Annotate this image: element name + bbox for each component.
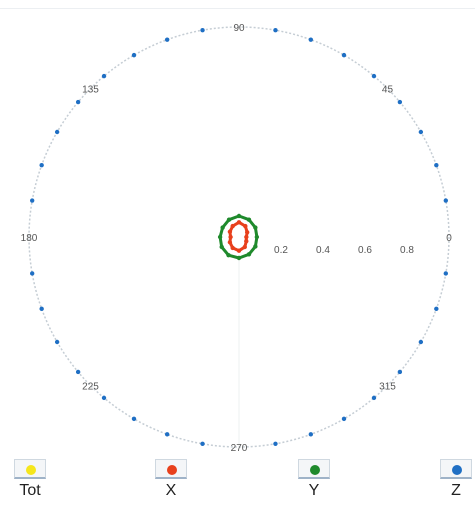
- outer-marker-330: [418, 339, 424, 345]
- series-point-x-10: [242, 244, 247, 250]
- outer-marker-160: [39, 162, 44, 168]
- outer-marker-140: [75, 99, 81, 105]
- angle-label-90: 90: [233, 23, 245, 34]
- radial-label-2: 0.6: [358, 245, 372, 256]
- outer-marker-40: [397, 99, 403, 105]
- outer-marker-310: [371, 395, 377, 401]
- outer-marker-350: [443, 271, 449, 276]
- radial-label-1: 0.4: [316, 245, 330, 256]
- series-point-x-5: [227, 229, 233, 234]
- angle-label-225: 225: [82, 381, 99, 392]
- series-point-x-9: [236, 248, 242, 253]
- series-point-y-7: [219, 244, 224, 250]
- outer-marker-70: [308, 37, 314, 42]
- top-border: [0, 8, 475, 9]
- outer-marker-10: [443, 198, 449, 203]
- series-point-x-7: [227, 240, 233, 245]
- outer-marker-170: [29, 198, 35, 203]
- outer-marker-220: [75, 369, 81, 375]
- legend: Tot X Y Z: [0, 456, 475, 506]
- legend-swatch-y: [298, 459, 330, 479]
- legend-swatch-z: [440, 459, 472, 479]
- legend-dot-tot: [26, 465, 36, 475]
- series-point-y-2: [246, 217, 252, 222]
- outer-marker-60: [341, 52, 347, 58]
- outer-marker-340: [434, 306, 439, 312]
- angle-label-180: 180: [21, 233, 38, 244]
- series-point-x-2: [243, 223, 248, 229]
- legend-item-z[interactable]: Z: [440, 456, 475, 506]
- legend-item-x[interactable]: X: [155, 456, 195, 506]
- outer-marker-130: [101, 73, 107, 79]
- series-point-x-1: [244, 230, 250, 235]
- outer-marker-80: [273, 27, 278, 33]
- series-point-x-11: [244, 239, 249, 244]
- legend-swatch-x: [155, 459, 187, 479]
- series-point-x-3: [236, 220, 242, 225]
- series-point-x-0: [244, 234, 249, 240]
- outer-marker-320: [397, 369, 403, 375]
- legend-label-z: Z: [451, 482, 461, 499]
- outer-marker-100: [200, 27, 205, 33]
- outer-marker-20: [434, 162, 439, 168]
- series-point-y-4: [226, 217, 232, 222]
- series-point-y-6: [217, 234, 223, 240]
- legend-dot-x: [167, 465, 177, 475]
- outer-marker-280: [273, 441, 278, 447]
- angle-label-270: 270: [231, 443, 248, 454]
- outer-marker-240: [131, 416, 137, 422]
- angle-label-315: 315: [379, 381, 396, 392]
- legend-label-tot: Tot: [19, 482, 41, 499]
- outer-marker-200: [39, 306, 44, 312]
- outer-marker-190: [29, 271, 35, 276]
- outer-marker-210: [54, 339, 60, 345]
- series-point-y-9: [236, 255, 242, 261]
- outer-circle: [28, 26, 450, 448]
- outer-marker-150: [54, 129, 60, 135]
- series-point-y-3: [236, 213, 242, 219]
- outer-marker-50: [371, 73, 377, 79]
- outer-marker-30: [418, 129, 424, 135]
- outer-marker-290: [308, 432, 314, 437]
- legend-label-y: Y: [308, 482, 320, 499]
- series-point-y-5: [220, 225, 225, 230]
- series-point-y-0: [254, 234, 260, 240]
- legend-dot-y: [310, 465, 320, 475]
- angle-label-0: 0: [446, 233, 452, 244]
- series-point-x-8: [230, 245, 235, 251]
- series-point-y-8: [226, 252, 231, 258]
- legend-swatch-tot: [14, 459, 46, 479]
- series-point-x-6: [228, 234, 233, 240]
- radial-label-0: 0.2: [274, 245, 288, 256]
- series-point-y-10: [246, 252, 252, 257]
- series-point-y-1: [253, 225, 258, 230]
- outer-marker-260: [200, 441, 205, 447]
- legend-label-x: X: [165, 482, 177, 499]
- legend-item-y[interactable]: Y: [298, 456, 338, 506]
- outer-marker-250: [164, 432, 170, 437]
- outer-marker-230: [101, 395, 107, 401]
- series-point-y-11: [253, 244, 258, 249]
- legend-dot-z: [452, 465, 462, 475]
- legend-item-tot[interactable]: Tot: [14, 456, 54, 506]
- radial-label-3: 0.8: [400, 245, 414, 256]
- outer-marker-110: [164, 37, 170, 42]
- outer-marker-120: [131, 52, 137, 58]
- angle-label-135: 135: [82, 85, 99, 96]
- angle-label-45: 45: [382, 85, 394, 96]
- series-point-x-4: [230, 223, 235, 229]
- polar-chart: 90 45 135 180 0 225 270 315 0.2 0.4 0.6 0.8: [21, 23, 453, 454]
- outer-marker-300: [341, 416, 347, 422]
